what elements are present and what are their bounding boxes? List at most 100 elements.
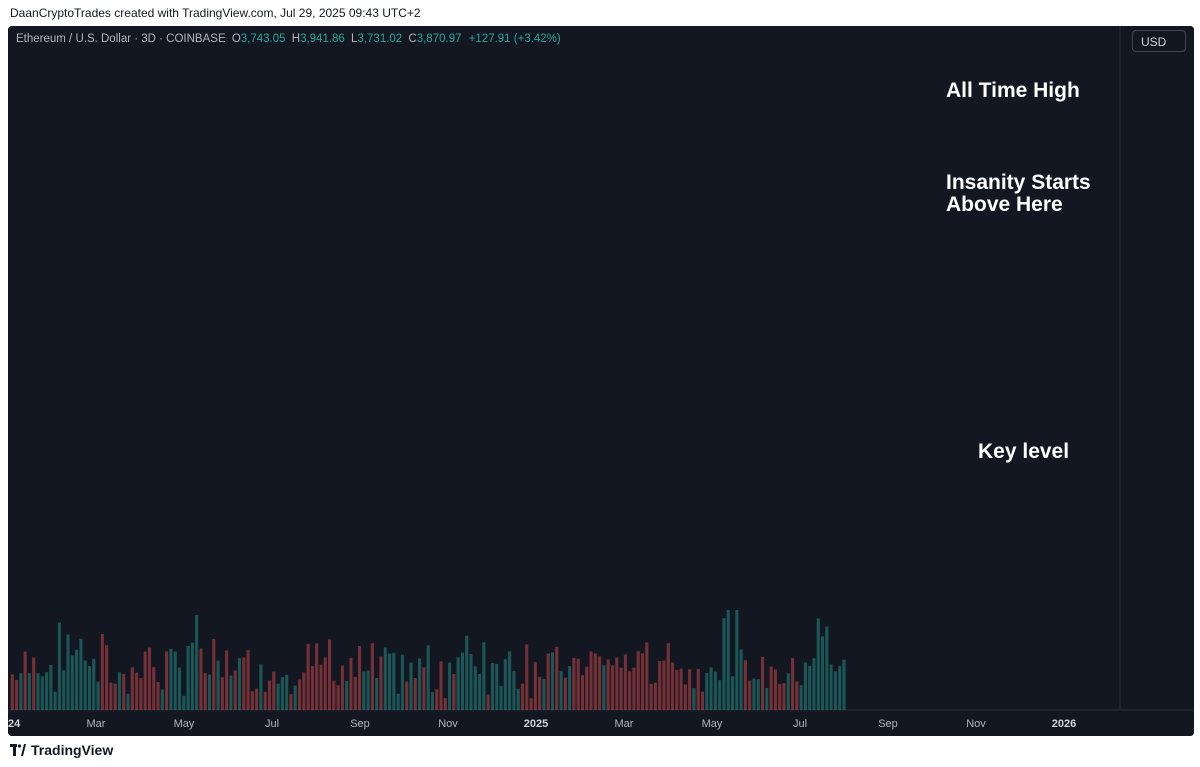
volume-bar [362,671,366,710]
volume-bar [572,657,576,710]
volume-bar [576,658,580,710]
volume-bar [366,670,370,710]
volume-bar [396,693,400,710]
volume-bar [340,665,344,710]
volume-bar [45,672,49,710]
volume-bar [336,685,340,710]
volume-bar [435,689,439,710]
volume-bar [448,662,452,710]
volume-bar [259,664,263,710]
x-axis-tick-label: Sep [350,718,370,730]
insanity-annotation-line2: Above Here [946,193,1063,216]
volume-bar [795,681,799,710]
volume-bar [529,698,533,710]
volume-bar [70,655,74,710]
volume-bar [113,683,117,710]
volume-bar [619,667,623,710]
volume-bar [10,674,14,710]
volume-bar [96,681,100,710]
volume-bar [27,673,31,710]
tradingview-logo[interactable]: TradingView [10,742,113,758]
volume-bar [126,693,130,710]
volume-bar [799,685,803,710]
volume-bar [606,659,610,710]
x-axis-tick-label: 2024 [8,718,21,730]
volume-bar [267,680,272,710]
volume-bar [482,642,486,710]
x-axis-tick-label: Nov [438,718,458,730]
x-axis-tick-label: Jul [793,718,807,730]
volume-bar [370,643,374,710]
low-value: 3,731.02 [357,33,403,45]
close-value: 3,870.97 [416,33,462,45]
volume-bar [675,669,679,710]
volume-bar [388,653,392,710]
volume-bar [700,691,705,710]
volume-bar [752,678,756,710]
volume-bar [679,668,683,710]
insanity-annotation-line1: Insanity Starts [946,171,1091,194]
volume-bar [773,669,777,710]
volume-bar [19,673,23,710]
high-value: 3,941.86 [300,33,345,45]
x-axis-tick-label: Nov [966,718,986,730]
volume-bar [297,679,302,710]
close-label: C [408,33,417,45]
volume-bar [169,648,173,710]
volume-bar [62,670,66,710]
open-label: O [231,33,241,45]
volume-bar [422,667,426,710]
volume-bar [456,657,460,710]
volume-bar [508,651,512,710]
volume-bar [803,662,807,710]
volume-bar [683,684,687,710]
volume-bar [623,654,627,710]
volume-bar [829,664,833,710]
volume-bar [821,636,825,710]
x-axis-tick-label: Jul [265,718,279,730]
volume-bar [392,652,396,710]
volume-bar [349,657,353,710]
volume-bar [542,679,546,710]
volume-bar [353,676,357,710]
currency-button[interactable]: USD [1132,30,1186,52]
chart-panel[interactable]: 5,000.004,600.004,400.004,200.004,000.00… [8,26,1194,736]
volume-bar [293,685,297,710]
volume-bar [812,658,816,710]
volume-bar [195,615,199,710]
volume-bar [92,658,96,710]
low-label: L [351,33,358,45]
volume-bar [709,667,713,710]
volume-bar [615,657,619,710]
volume-bar [426,645,430,710]
volume-bar [130,667,134,710]
volume-bar [833,671,837,710]
volume-bar [302,672,306,710]
volume-bar [512,670,516,710]
x-axis-tick-label: May [702,718,723,730]
volume-bar [503,659,507,710]
volume-bar [418,658,422,710]
change-value: +127.91 (+3.42%) [468,33,561,45]
volume-bar [358,645,362,710]
volume-bar [636,651,640,710]
volume-bar [272,671,276,710]
volume-bar [688,669,692,710]
volume-bar [400,654,404,710]
volume-bar [538,676,542,710]
volume-bar [516,688,520,710]
volume-bar [327,639,332,710]
x-axis-tick-label: 2026 [1052,718,1076,730]
volume-bar [250,691,254,710]
volume-bar [430,692,434,710]
volume-bar [610,665,615,710]
volume-bar [718,680,722,710]
price-chart[interactable]: 5,000.004,600.004,400.004,200.004,000.00… [8,26,1194,736]
volume-bar [778,684,782,710]
volume-bar [756,679,760,710]
volume-bar [135,672,139,710]
volume-bar [375,677,379,710]
volume-bar [315,643,319,710]
volume-bar [75,649,79,710]
chart-background [8,26,1194,736]
